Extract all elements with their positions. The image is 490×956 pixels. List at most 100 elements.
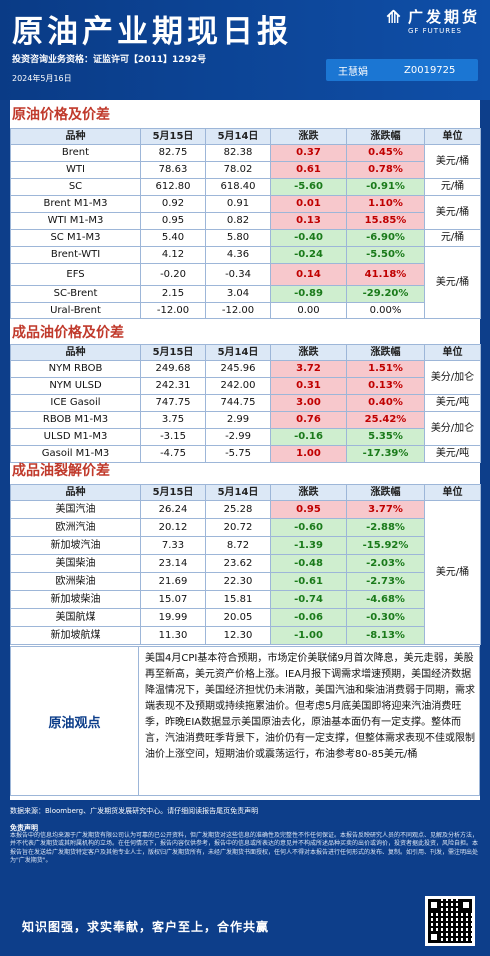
price-cell: -0.34: [205, 263, 271, 286]
price-cell: 21.69: [140, 572, 206, 591]
pct-change-cell: 0.00%: [346, 302, 425, 319]
price-cell: -12.00: [205, 302, 271, 319]
pct-change-cell: 1.51%: [346, 360, 425, 378]
logo-en: GF FUTURES: [407, 27, 462, 35]
table-row: Gasoil M1-M3 -4.75 -5.75 1.00 -17.39% 美元/吨: [10, 445, 481, 463]
column-header: 品种: [10, 128, 141, 145]
pct-change-cell: -0.91%: [346, 178, 425, 196]
change-cell: 3.00: [270, 394, 347, 412]
disclaimer-title: 免责声明: [10, 824, 38, 832]
market-view-text: 美国4月CPI基本符合预期，市场定价美联储9月首次降息，美元走弱，美股再至新高，…: [145, 653, 475, 760]
price-cell: 12.30: [205, 626, 271, 645]
price-cell: -0.20: [140, 263, 206, 286]
variety-cell: 美国汽油: [10, 500, 141, 519]
change-cell: 1.00: [270, 445, 347, 463]
table-row: NYM ULSD 242.31 242.00 0.31 0.13%: [10, 377, 481, 395]
price-cell: 82.75: [140, 144, 206, 162]
pct-change-cell: 25.42%: [346, 411, 425, 429]
table-row: WTI 78.63 78.02 0.61 0.78%: [10, 161, 481, 179]
pct-change-cell: 0.78%: [346, 161, 425, 179]
price-cell: 82.38: [205, 144, 271, 162]
change-cell: -0.74: [270, 590, 347, 609]
pct-change-cell: -5.50%: [346, 246, 425, 264]
price-cell: 78.63: [140, 161, 206, 179]
price-cell: 4.12: [140, 246, 206, 264]
pct-change-cell: 15.85%: [346, 212, 425, 230]
column-header: 涨跌: [270, 484, 347, 501]
change-cell: 0.37: [270, 144, 347, 162]
table-row: 美国汽油 26.24 25.28 0.95 3.77% 美元/桶: [10, 500, 481, 645]
unit-cell: 美元/吨: [424, 394, 481, 412]
price-cell: 25.28: [205, 500, 271, 519]
price-cell: 249.68: [140, 360, 206, 378]
column-header: 单位: [424, 344, 481, 361]
variety-cell: Brent: [10, 144, 141, 162]
variety-cell: NYM RBOB: [10, 360, 141, 378]
unit-cell: 美分/加仑: [424, 411, 481, 446]
table-header-row: 品种 5月15日 5月14日 涨跌 涨跌幅 单位: [10, 128, 481, 145]
unit-cell: 美元/桶: [424, 195, 481, 230]
pct-change-cell: -2.03%: [346, 554, 425, 573]
change-cell: -0.40: [270, 229, 347, 247]
report-title: 原油产业期现日报: [12, 14, 292, 50]
pct-change-cell: 41.18%: [346, 263, 425, 286]
variety-cell: Gasoil M1-M3: [10, 445, 141, 463]
variety-cell: 欧洲汽油: [10, 518, 141, 537]
price-cell: 242.00: [205, 377, 271, 395]
table-row: EFS -0.20 -0.34 0.14 41.18%: [10, 263, 481, 286]
pct-change-cell: -29.20%: [346, 285, 425, 303]
price-cell: 245.96: [205, 360, 271, 378]
change-cell: 0.95: [270, 500, 347, 519]
column-header: 5月14日: [205, 344, 271, 361]
column-header: 5月15日: [140, 484, 206, 501]
variety-cell: ICE Gasoil: [10, 394, 141, 412]
pct-change-cell: -15.92%: [346, 536, 425, 555]
unit-cell: 元/桶: [424, 229, 481, 247]
price-cell: 5.40: [140, 229, 206, 247]
unit-cell: 美分/加仑: [424, 360, 481, 395]
variety-cell: SC-Brent: [10, 285, 141, 303]
variety-cell: SC: [10, 178, 141, 196]
variety-cell: Brent-WTI: [10, 246, 141, 264]
table-header-row: 品种 5月15日 5月14日 涨跌 涨跌幅 单位: [10, 344, 481, 361]
variety-cell: ULSD M1-M3: [10, 428, 141, 446]
section-title: 原油价格及价差: [12, 107, 110, 123]
table-row: Brent M1-M3 0.92 0.91 0.01 1.10% 美元/桶: [10, 195, 481, 230]
unit-cell: 美元/桶: [424, 144, 481, 179]
pct-change-cell: 0.13%: [346, 377, 425, 395]
price-cell: 19.99: [140, 608, 206, 627]
report-date: 2024年5月16日: [12, 74, 72, 83]
variety-cell: 美国柴油: [10, 554, 141, 573]
pct-change-cell: 0.40%: [346, 394, 425, 412]
price-cell: 0.82: [205, 212, 271, 230]
price-cell: 78.02: [205, 161, 271, 179]
table-row: 欧洲汽油 20.12 20.72 -0.60 -2.88%: [10, 518, 481, 537]
variety-cell: SC M1-M3: [10, 229, 141, 247]
table-row: Ural-Brent -12.00 -12.00 0.00 0.00%: [10, 302, 481, 319]
analyst-code: Z0019725: [404, 64, 456, 76]
change-cell: 0.01: [270, 195, 347, 213]
report-header: 原油产业期现日报 ⟰ 广发期货 GF FUTURES 投资咨询业务资格：证监许可…: [0, 0, 490, 100]
company-logo: ⟰ 广发期货 GF FUTURES: [386, 6, 480, 35]
qr-code: [425, 896, 475, 946]
column-header: 5月15日: [140, 128, 206, 145]
price-cell: -3.15: [140, 428, 206, 446]
price-table: 品种 5月15日 5月14日 涨跌 涨跌幅 单位 Brent 82.75 82.38 0.37 0.…: [10, 128, 481, 319]
company-slogan: 知识图强，求实奉献，客户至上，合作共赢: [22, 920, 270, 934]
table-row: ICE Gasoil 747.75 744.75 3.00 0.40% 美元/吨: [10, 394, 481, 412]
price-cell: 242.31: [140, 377, 206, 395]
price-cell: -12.00: [140, 302, 206, 319]
change-cell: -1.39: [270, 536, 347, 555]
change-cell: -5.60: [270, 178, 347, 196]
pct-change-cell: 0.45%: [346, 144, 425, 162]
column-header: 5月14日: [205, 128, 271, 145]
change-cell: 0.13: [270, 212, 347, 230]
change-cell: -0.06: [270, 608, 347, 627]
table-header-row: 品种 5月15日 5月14日 涨跌 涨跌幅 单位: [10, 484, 481, 501]
variety-cell: WTI: [10, 161, 141, 179]
change-cell: -0.89: [270, 285, 347, 303]
column-header: 单位: [424, 484, 481, 501]
price-table: 品种 5月15日 5月14日 涨跌 涨跌幅 单位 NYM RBOB 249.68 245.96 3…: [10, 344, 481, 463]
pct-change-cell: -17.39%: [346, 445, 425, 463]
variety-cell: EFS: [10, 263, 141, 286]
